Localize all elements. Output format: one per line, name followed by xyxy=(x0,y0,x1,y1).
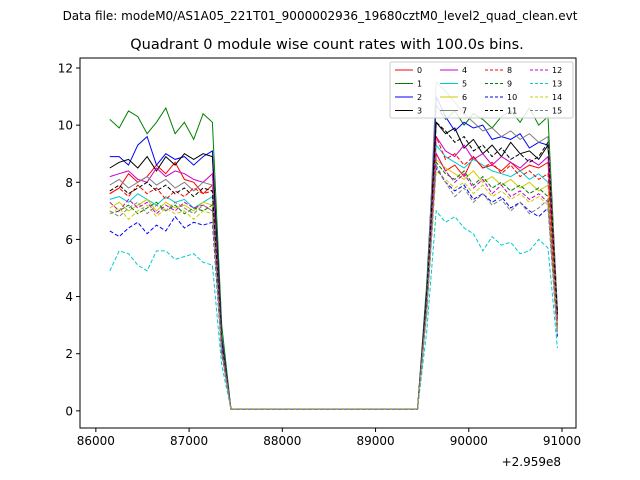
y-tick-label: 2 xyxy=(65,347,73,361)
legend-label-15: 15 xyxy=(552,107,562,116)
legend-label-11: 11 xyxy=(507,107,517,116)
y-tick-label: 6 xyxy=(65,233,73,247)
x-tick-label: 87000 xyxy=(170,434,208,448)
legend-label-14: 14 xyxy=(552,93,562,102)
legend-box xyxy=(389,61,574,119)
series-line-5 xyxy=(109,143,558,410)
series-line-9 xyxy=(109,160,558,410)
series-line-6 xyxy=(109,158,558,410)
legend-label-1: 1 xyxy=(417,80,422,89)
series-line-2 xyxy=(109,96,558,410)
series-line-13 xyxy=(109,209,558,410)
chart-title: Quadrant 0 module wise count rates with … xyxy=(130,37,524,53)
series-line-1 xyxy=(109,103,558,410)
y-tick-label: 12 xyxy=(58,62,73,76)
series-line-15 xyxy=(109,163,558,410)
plot-frame xyxy=(79,57,577,429)
series-line-8 xyxy=(109,136,558,410)
x-tick-label: 86000 xyxy=(77,434,115,448)
x-tick-label: 91000 xyxy=(543,434,581,448)
legend-label-8: 8 xyxy=(507,66,512,75)
legend-label-12: 12 xyxy=(552,66,562,75)
legend-label-6: 6 xyxy=(462,93,467,102)
y-tick-label: 10 xyxy=(58,119,73,133)
y-tick-label: 4 xyxy=(65,290,73,304)
legend-label-7: 7 xyxy=(462,107,467,116)
legend-label-0: 0 xyxy=(417,66,422,75)
data-file-label: Data file: modeM0/AS1A05_221T01_90000029… xyxy=(63,9,578,23)
legend-label-13: 13 xyxy=(552,80,562,89)
legend-label-10: 10 xyxy=(507,93,517,102)
series-line-14 xyxy=(109,169,558,410)
x-tick-label: 90000 xyxy=(450,434,488,448)
y-tick-label: 0 xyxy=(65,404,73,418)
legend-label-9: 9 xyxy=(507,80,512,89)
series-line-10 xyxy=(109,166,558,410)
y-tick-label: 8 xyxy=(65,176,73,190)
legend-label-5: 5 xyxy=(462,80,467,89)
legend-label-4: 4 xyxy=(462,66,467,75)
series-layer xyxy=(109,81,558,410)
x-tick-label: 89000 xyxy=(356,434,394,448)
legend-label-2: 2 xyxy=(417,93,422,102)
series-line-12 xyxy=(109,151,558,410)
x-tick-label: 88000 xyxy=(263,434,301,448)
legend-label-3: 3 xyxy=(417,107,422,116)
x-axis-offset-label: +2.959e8 xyxy=(502,455,561,469)
